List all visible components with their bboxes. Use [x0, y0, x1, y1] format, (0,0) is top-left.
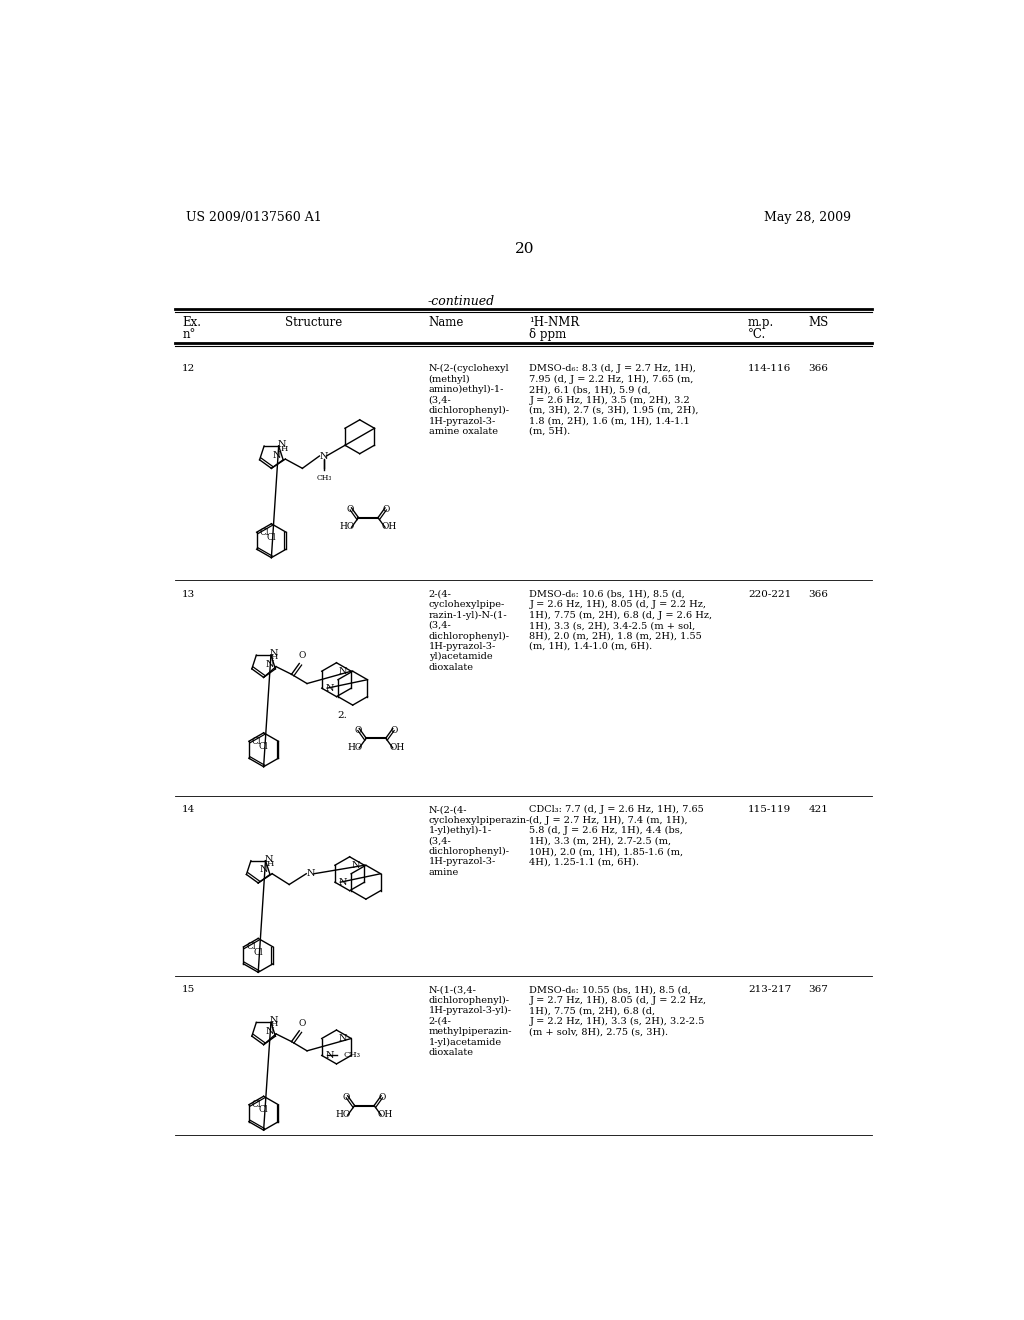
Text: N: N	[326, 1051, 334, 1060]
Text: m.p.: m.p.	[748, 317, 774, 329]
Text: 366: 366	[809, 364, 828, 374]
Text: 114-116: 114-116	[748, 364, 792, 374]
Text: N: N	[260, 866, 268, 874]
Text: Cl: Cl	[252, 737, 261, 746]
Text: δ ppm: δ ppm	[529, 327, 566, 341]
Text: Cl: Cl	[259, 1106, 268, 1114]
Text: H: H	[270, 653, 279, 661]
Text: 20: 20	[515, 242, 535, 256]
Text: 13: 13	[182, 590, 196, 598]
Text: 367: 367	[809, 985, 828, 994]
Text: Cl: Cl	[247, 942, 256, 952]
Text: CH₃: CH₃	[343, 1052, 360, 1060]
Text: 366: 366	[809, 590, 828, 598]
Text: N: N	[269, 1016, 279, 1026]
Text: 421: 421	[809, 805, 828, 814]
Text: N: N	[352, 861, 360, 870]
Text: N: N	[326, 684, 334, 693]
Text: Structure: Structure	[286, 317, 343, 329]
Text: N: N	[269, 649, 279, 659]
Text: 2.: 2.	[337, 710, 347, 719]
Text: O: O	[346, 506, 354, 513]
Text: MS: MS	[809, 317, 828, 329]
Text: DMSO-d₆: 8.3 (d, J = 2.7 Hz, 1H),
7.95 (d, J = 2.2 Hz, 1H), 7.65 (m,
2H), 6.1 (b: DMSO-d₆: 8.3 (d, J = 2.7 Hz, 1H), 7.95 (…	[529, 364, 699, 436]
Text: 15: 15	[182, 985, 196, 994]
Text: n°: n°	[182, 327, 196, 341]
Text: 115-119: 115-119	[748, 805, 792, 814]
Text: 213-217: 213-217	[748, 985, 792, 994]
Text: OH: OH	[382, 523, 397, 532]
Text: N: N	[339, 878, 347, 887]
Text: CDCl₃: 7.7 (d, J = 2.6 Hz, 1H), 7.65
(d, J = 2.7 Hz, 1H), 7.4 (m, 1H),
5.8 (d, J: CDCl₃: 7.7 (d, J = 2.6 Hz, 1H), 7.65 (d,…	[529, 805, 705, 867]
Text: HO: HO	[336, 1110, 351, 1119]
Text: O: O	[383, 506, 390, 513]
Text: 12: 12	[182, 364, 196, 374]
Text: O: O	[354, 726, 361, 735]
Text: OH: OH	[389, 743, 404, 752]
Text: US 2009/0137560 A1: US 2009/0137560 A1	[186, 211, 322, 224]
Text: H: H	[267, 859, 274, 867]
Text: N: N	[264, 854, 272, 863]
Text: O: O	[379, 1093, 386, 1102]
Text: H: H	[281, 445, 288, 453]
Text: O: O	[299, 1019, 306, 1028]
Text: DMSO-d₆: 10.6 (bs, 1H), 8.5 (d,
J = 2.6 Hz, 1H), 8.05 (d, J = 2.2 Hz,
1H), 7.75 : DMSO-d₆: 10.6 (bs, 1H), 8.5 (d, J = 2.6 …	[529, 590, 713, 651]
Text: N: N	[278, 440, 286, 449]
Text: N-(1-(3,4-
dichlorophenyl)-
1H-pyrazol-3-yl)-
2-(4-
methylpiperazin-
1-yl)acetam: N-(1-(3,4- dichlorophenyl)- 1H-pyrazol-3…	[429, 985, 512, 1057]
Text: N: N	[319, 451, 329, 461]
Text: N: N	[265, 1027, 273, 1036]
Text: Cl: Cl	[259, 742, 268, 751]
Text: 2-(4-
cyclohexylpipe-
razin-1-yl)-N-(1-
(3,4-
dichlorophenyl)-
1H-pyrazol-3-
yl): 2-(4- cyclohexylpipe- razin-1-yl)-N-(1- …	[429, 590, 510, 672]
Text: N: N	[339, 1034, 347, 1043]
Text: N-(2-(cyclohexyl
(methyl)
amino)ethyl)-1-
(3,4-
dichlorophenyl)-
1H-pyrazol-3-
a: N-(2-(cyclohexyl (methyl) amino)ethyl)-1…	[429, 364, 510, 436]
Text: Cl: Cl	[252, 1101, 261, 1109]
Text: HO: HO	[340, 523, 355, 532]
Text: O: O	[390, 726, 397, 735]
Text: N: N	[265, 660, 273, 669]
Text: O: O	[299, 652, 306, 660]
Text: CH₃: CH₃	[316, 474, 332, 483]
Text: N: N	[306, 870, 315, 878]
Text: HO: HO	[347, 743, 362, 752]
Text: DMSO-d₆: 10.55 (bs, 1H), 8.5 (d,
J = 2.7 Hz, 1H), 8.05 (d, J = 2.2 Hz,
1H), 7.75: DMSO-d₆: 10.55 (bs, 1H), 8.5 (d, J = 2.7…	[529, 985, 707, 1036]
Text: -continued: -continued	[428, 296, 495, 309]
Text: H: H	[270, 1020, 279, 1028]
Text: Cl: Cl	[253, 948, 263, 957]
Text: N: N	[272, 450, 282, 459]
Text: Cl: Cl	[259, 528, 269, 537]
Text: N-(2-(4-
cyclohexylpiperazin-
1-yl)ethyl)-1-
(3,4-
dichlorophenyl)-
1H-pyrazol-3: N-(2-(4- cyclohexylpiperazin- 1-yl)ethyl…	[429, 805, 530, 876]
Text: 220-221: 220-221	[748, 590, 792, 598]
Text: ¹H-NMR: ¹H-NMR	[529, 317, 580, 329]
Text: O: O	[343, 1093, 350, 1102]
Text: OH: OH	[378, 1110, 393, 1119]
Text: °C.: °C.	[748, 327, 766, 341]
Text: May 28, 2009: May 28, 2009	[764, 211, 851, 224]
Text: Cl: Cl	[266, 533, 276, 543]
Text: Ex.: Ex.	[182, 317, 202, 329]
Text: 14: 14	[182, 805, 196, 814]
Text: N: N	[339, 667, 347, 676]
Text: Name: Name	[429, 317, 464, 329]
